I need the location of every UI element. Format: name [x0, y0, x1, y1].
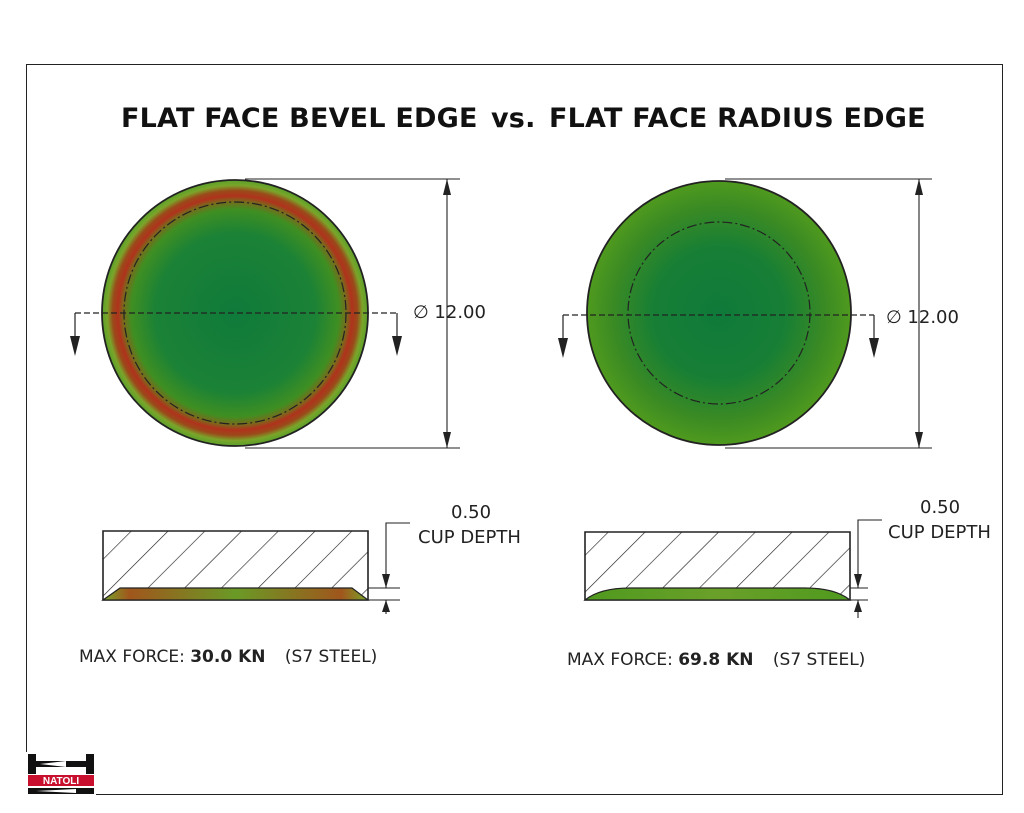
right-section-view — [583, 531, 852, 601]
diameter-symbol: ∅ — [413, 302, 429, 323]
left-diameter-value: 12.00 — [434, 302, 486, 323]
logo-text: NATOLI — [43, 776, 80, 787]
right-punch-top-view — [586, 180, 852, 446]
right-diameter-label: ∅ 12.00 — [886, 307, 959, 328]
drawing-frame — [26, 64, 1003, 795]
left-cup-depth-dimension — [368, 522, 410, 614]
left-cup-depth-label: CUP DEPTH — [418, 527, 521, 548]
max-force-value: 69.8 KN — [678, 650, 754, 670]
max-force-label: MAX FORCE: — [79, 647, 185, 667]
right-cup-depth-label: CUP DEPTH — [888, 522, 991, 543]
right-cup-depth-dimension — [850, 519, 882, 618]
title-radius-edge: FLAT FACE RADIUS EDGE — [549, 103, 926, 134]
left-diameter-label: ∅ 12.00 — [413, 302, 486, 323]
left-section-line — [70, 312, 402, 356]
right-max-force-caption: MAX FORCE: 69.8 KN (S7 STEEL) — [567, 650, 865, 670]
right-cup-depth-value: 0.50 — [920, 497, 961, 518]
material-label: (S7 STEEL) — [772, 650, 866, 670]
diameter-symbol: ∅ — [886, 307, 902, 328]
left-cup-depth-value: 0.50 — [451, 502, 492, 523]
natoli-logo: NATOLI — [26, 752, 96, 796]
max-force-value: 30.0 KN — [190, 647, 266, 667]
right-diameter-dimension — [725, 178, 932, 449]
title-vs: vs. — [491, 103, 536, 134]
left-section-view — [101, 530, 370, 601]
material-label: (S7 STEEL) — [284, 647, 378, 667]
left-max-force-caption: MAX FORCE: 30.0 KN (S7 STEEL) — [79, 647, 377, 667]
right-section-line — [558, 314, 879, 358]
max-force-label: MAX FORCE: — [567, 650, 673, 670]
title-bevel-edge: FLAT FACE BEVEL EDGE — [121, 103, 478, 134]
left-diameter-dimension — [245, 178, 460, 449]
right-diameter-value: 12.00 — [907, 307, 959, 328]
